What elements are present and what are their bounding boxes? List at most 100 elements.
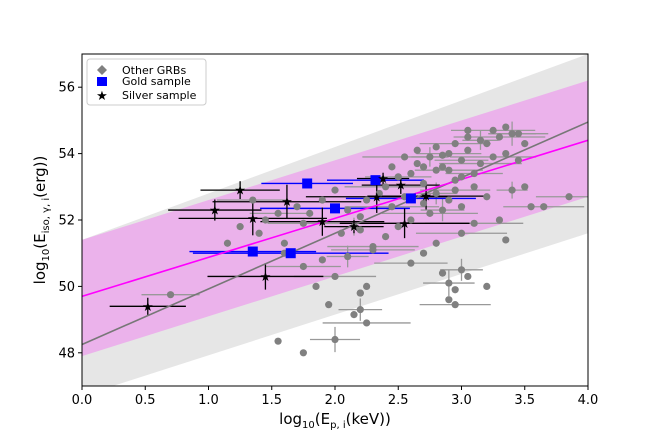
data-point-other xyxy=(407,259,415,267)
data-point-other xyxy=(464,146,472,154)
data-point-other xyxy=(356,289,364,297)
data-point-other xyxy=(470,183,478,191)
data-point-other xyxy=(502,150,510,158)
data-point-other xyxy=(388,163,396,171)
data-point-other xyxy=(426,153,434,161)
data-point-other xyxy=(382,233,390,241)
data-point-other xyxy=(419,199,428,207)
legend-label-silver: Silver sample xyxy=(122,89,197,102)
legend-marker-other-icon xyxy=(97,65,107,75)
data-point-other xyxy=(331,272,339,281)
y-tick-label: 56 xyxy=(58,81,75,96)
data-point-other xyxy=(527,203,535,211)
y-tick-label: 50 xyxy=(58,280,75,295)
data-point-other xyxy=(394,223,402,231)
data-point-other xyxy=(464,133,472,141)
data-point-other xyxy=(223,239,232,247)
data-point-other xyxy=(457,229,466,237)
data-point-other xyxy=(356,213,364,221)
data-point-other xyxy=(356,306,364,314)
data-point-other xyxy=(325,301,333,309)
axes: 0.0 0.5 1.0 1.5 2.0 2.5 3.0 3.5 4.0 48 50 52 54 56 xyxy=(58,81,598,408)
data-point-other xyxy=(438,163,447,171)
data-point-other xyxy=(299,219,307,227)
data-point-other xyxy=(400,153,409,161)
data-point-other xyxy=(432,143,440,151)
data-point-other xyxy=(438,269,447,277)
data-point-other xyxy=(299,262,307,271)
data-point-other xyxy=(337,229,345,237)
data-point-other xyxy=(375,189,383,198)
data-point-other xyxy=(419,179,428,188)
data-point-gold xyxy=(302,178,313,189)
data-point-other xyxy=(318,256,326,264)
data-point-other xyxy=(495,133,504,141)
data-point-other xyxy=(299,349,307,357)
data-point-other xyxy=(502,236,510,244)
x-tick-label: 2.5 xyxy=(388,393,409,408)
x-axis-title: log10(Ep, i(keV)) xyxy=(279,410,391,431)
data-point-other xyxy=(407,216,415,224)
data-point-other xyxy=(432,166,440,174)
x-tick-label: 0.5 xyxy=(135,393,156,408)
data-point-other xyxy=(451,176,459,184)
data-point-other xyxy=(350,311,358,319)
data-point-other xyxy=(280,239,288,247)
data-point-gold xyxy=(247,246,258,257)
data-point-other xyxy=(451,286,459,294)
legend-entry-silver: ★ Silver sample xyxy=(96,89,196,104)
data-point-silver: ★ xyxy=(281,195,293,210)
data-point-other xyxy=(419,163,428,171)
data-point-other xyxy=(451,140,459,148)
data-point-other xyxy=(457,203,466,211)
data-point-other xyxy=(514,156,523,164)
data-point-other xyxy=(445,166,453,174)
data-point-other xyxy=(540,203,548,211)
data-point-gold xyxy=(405,193,416,204)
data-point-other xyxy=(483,282,491,290)
legend-marker-gold-icon xyxy=(97,77,107,86)
data-point-other xyxy=(495,216,504,224)
data-point-other xyxy=(483,140,491,148)
y-tick-label: 48 xyxy=(58,346,75,361)
data-point-gold xyxy=(285,248,296,259)
data-point-other xyxy=(508,130,516,138)
x-tick-label: 3.0 xyxy=(451,393,472,408)
legend-entry-other: Other GRBs xyxy=(97,64,186,77)
data-point-other xyxy=(331,335,339,344)
x-tick-label: 3.5 xyxy=(514,393,535,408)
data-point-other xyxy=(508,186,516,194)
data-point-silver: ★ xyxy=(420,190,432,205)
data-point-other xyxy=(489,153,497,161)
data-point-other xyxy=(565,193,573,201)
data-point-silver: ★ xyxy=(371,190,383,205)
x-tick-label: 1.5 xyxy=(261,393,282,408)
data-point-other xyxy=(312,282,320,290)
data-point-silver: ★ xyxy=(395,179,407,194)
fit-gold-silver xyxy=(82,139,588,298)
data-point-silver: ★ xyxy=(377,172,389,187)
fit-all-grbs xyxy=(82,121,588,346)
data-point-other xyxy=(413,159,421,168)
data-point-other xyxy=(451,301,459,309)
legend: Other GRBs Gold sample ★ Silver sample xyxy=(86,58,207,106)
legend-label-other: Other GRBs xyxy=(122,64,186,77)
y-axis-title: log10(Eiso, γ, i(erg)) xyxy=(31,156,52,285)
data-point-other xyxy=(432,239,440,247)
data-point-other xyxy=(249,196,257,204)
data-point-other xyxy=(363,282,371,290)
data-point-other xyxy=(350,223,358,231)
data-point-other xyxy=(166,291,175,299)
data-point-silver: ★ xyxy=(399,217,411,232)
data-point-silver: ★ xyxy=(260,270,272,285)
data-point-other xyxy=(476,159,485,168)
data-point-other xyxy=(489,126,497,134)
legend-marker-silver-icon: ★ xyxy=(96,89,108,104)
data-point-other xyxy=(356,226,364,234)
data-point-silver: ★ xyxy=(317,215,329,230)
data-point-other xyxy=(274,337,282,345)
x-tick-label: 1.0 xyxy=(198,393,219,408)
data-point-other xyxy=(344,206,352,214)
legend-box xyxy=(86,58,207,106)
